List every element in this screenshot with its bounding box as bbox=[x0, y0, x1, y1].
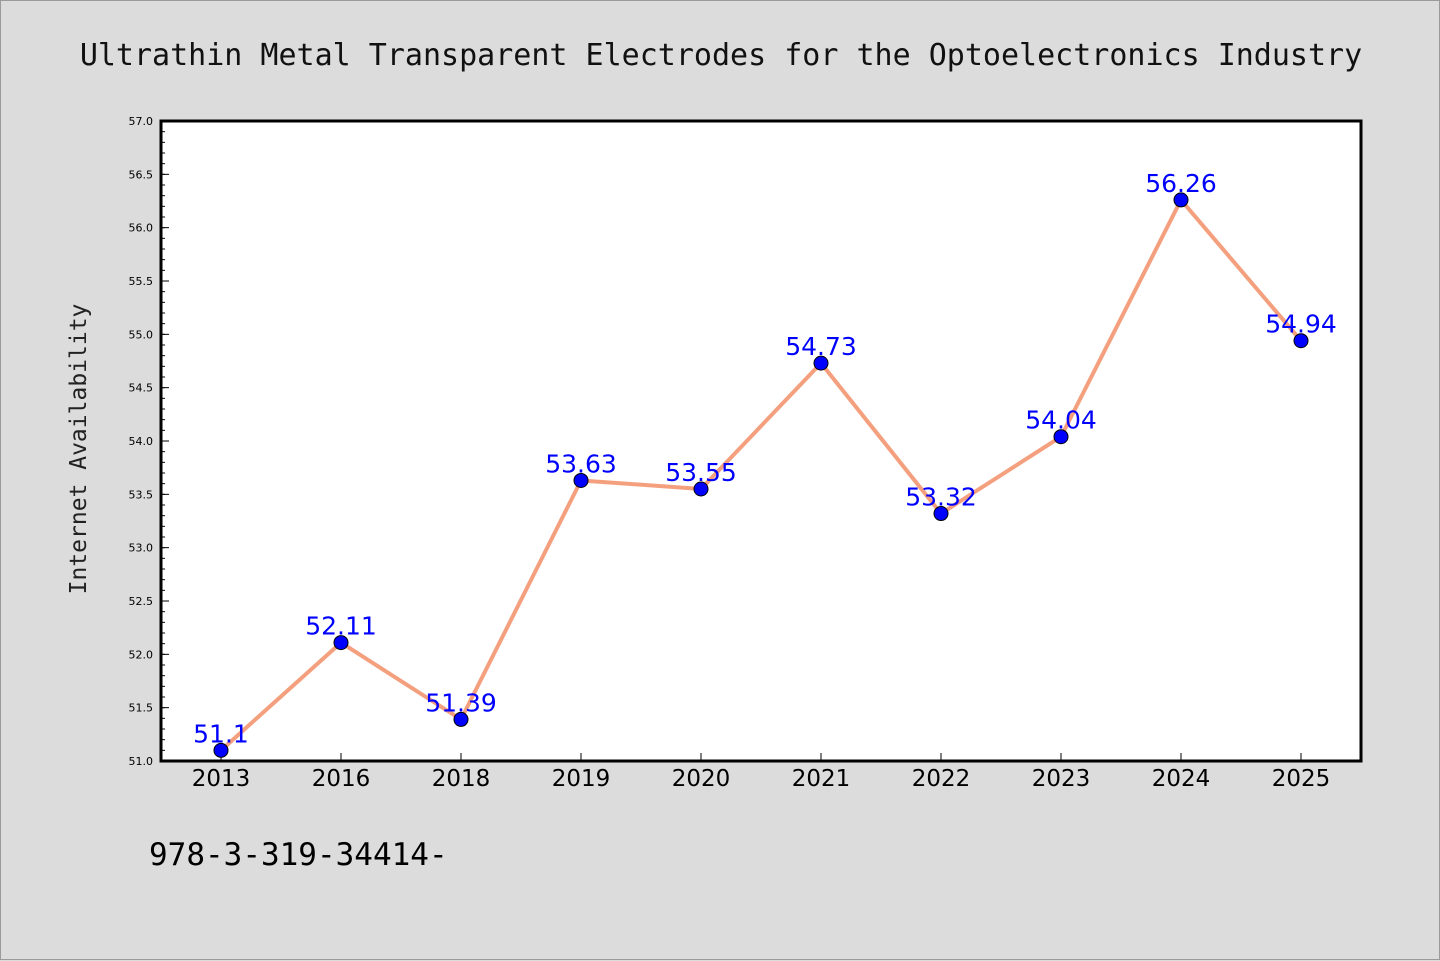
data-point-marker bbox=[1293, 333, 1309, 349]
x-tick-label: 2025 bbox=[1272, 766, 1331, 792]
data-label: 53.63 bbox=[545, 449, 617, 478]
x-tick-label: 2019 bbox=[552, 766, 611, 792]
data-label: 54.04 bbox=[1025, 406, 1097, 435]
y-tick-label: 54.5 bbox=[129, 382, 154, 395]
y-tick-label: 55.5 bbox=[129, 275, 154, 288]
data-point-marker bbox=[813, 355, 829, 371]
y-tick-label: 55.0 bbox=[129, 328, 154, 341]
x-tick-label: 2024 bbox=[1152, 766, 1211, 792]
data-label: 54.73 bbox=[785, 332, 857, 361]
data-point-marker bbox=[333, 635, 349, 651]
x-tick-label: 2013 bbox=[192, 766, 251, 792]
x-tick-label: 2020 bbox=[672, 766, 731, 792]
y-tick-label: 54.0 bbox=[129, 435, 154, 448]
chart-title: Ultrathin Metal Transparent Electrodes f… bbox=[80, 38, 1362, 73]
y-tick-label: 56.5 bbox=[129, 168, 154, 181]
data-label: 51.39 bbox=[425, 688, 497, 717]
y-tick-label: 53.0 bbox=[129, 542, 154, 555]
x-tick-label: 2018 bbox=[432, 766, 491, 792]
series-line bbox=[219, 197, 1303, 753]
y-tick-label: 52.5 bbox=[129, 595, 154, 608]
y-axis-label: Internet Availability bbox=[66, 304, 92, 595]
y-tick-label: 56.0 bbox=[129, 222, 154, 235]
data-label: 54.94 bbox=[1265, 310, 1337, 339]
data-label: 51.1 bbox=[193, 719, 249, 748]
data-point-marker bbox=[453, 711, 469, 727]
data-label: 53.32 bbox=[905, 483, 977, 512]
isbn-footer-text: 978-3-319-34414- bbox=[149, 837, 448, 873]
x-tick-label: 2021 bbox=[792, 766, 851, 792]
data-point-marker bbox=[1173, 192, 1189, 208]
x-tick-label: 2023 bbox=[1032, 766, 1091, 792]
y-axis: 51.0 51.5 52.0 52.5 53.0 53.5 54.0 54.5 55.0 55.5… bbox=[129, 115, 169, 768]
data-label: 53.55 bbox=[665, 458, 737, 487]
series-layer: 51.1 52.11 51.39 53.63 53.55 54.73 53.32 54.04 5… bbox=[193, 169, 1337, 758]
y-tick-label: 51.0 bbox=[129, 755, 154, 768]
data-label: 56.26 bbox=[1145, 169, 1217, 198]
data-point-marker bbox=[573, 472, 589, 488]
x-tick-label: 2016 bbox=[312, 766, 371, 792]
y-tick-label: 53.5 bbox=[129, 488, 154, 501]
data-label: 52.11 bbox=[305, 612, 377, 641]
y-tick-label: 57.0 bbox=[129, 115, 154, 128]
data-point-marker bbox=[213, 742, 229, 758]
data-point-marker bbox=[693, 481, 709, 497]
x-axis: 2013 2016 2018 2019 2020 2021 2022 2023 2024 2025 bbox=[192, 753, 1331, 792]
x-tick-label: 2022 bbox=[912, 766, 971, 792]
data-point-marker bbox=[1053, 429, 1069, 445]
y-tick-label: 51.5 bbox=[129, 702, 154, 715]
y-tick-label: 52.0 bbox=[129, 648, 154, 661]
plot-area bbox=[159, 119, 1363, 763]
data-point-marker bbox=[933, 506, 949, 522]
